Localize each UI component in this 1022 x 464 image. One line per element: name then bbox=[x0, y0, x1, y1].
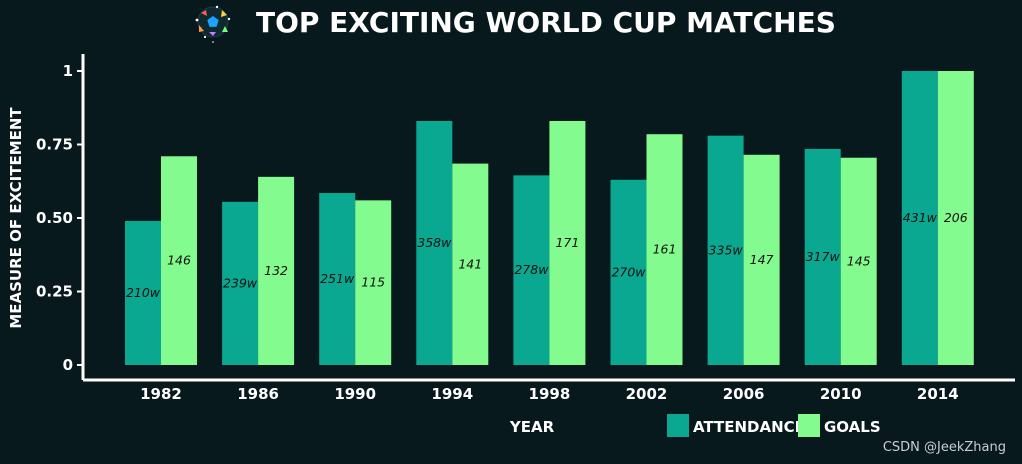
bar-attendance-1990 bbox=[319, 193, 356, 365]
data-label-goals-2014: 206 bbox=[944, 210, 968, 225]
legend-swatch-goals bbox=[798, 414, 820, 437]
x-tick-label: 1994 bbox=[431, 385, 473, 403]
data-label-goals-2002: 161 bbox=[653, 242, 677, 257]
chart-title: TOP EXCITING WORLD CUP MATCHES bbox=[256, 6, 836, 39]
data-label-attendance-2010: 317w bbox=[806, 249, 841, 264]
data-label-goals-1998: 171 bbox=[555, 235, 579, 250]
bar-goals-2014 bbox=[937, 71, 974, 365]
data-label-goals-1994: 141 bbox=[458, 256, 482, 271]
x-tick-label: 1982 bbox=[140, 385, 182, 403]
data-label-attendance-1986: 239w bbox=[223, 275, 258, 290]
data-label-goals-1986: 132 bbox=[264, 263, 288, 278]
bar-goals-1994 bbox=[452, 163, 489, 365]
bar-attendance-1982 bbox=[125, 220, 161, 365]
y-ticks: 0 0.25 0.50 0.75 1 bbox=[36, 62, 83, 374]
legend-label-attendance: ATTENDANCE bbox=[693, 418, 805, 436]
data-label-goals-1982: 146 bbox=[167, 253, 191, 268]
x-tick-label: 1990 bbox=[334, 385, 376, 403]
data-label-attendance-1982: 210w bbox=[126, 285, 161, 300]
data-label-attendance-2014: 431w bbox=[903, 210, 938, 225]
legend-swatch-attendance bbox=[667, 414, 689, 437]
bar-attendance-1986 bbox=[222, 201, 259, 365]
bar-goals-1990 bbox=[355, 200, 392, 365]
x-tick-label: 2010 bbox=[820, 385, 862, 403]
y-tick-label: 0.50 bbox=[36, 209, 73, 227]
bars bbox=[125, 71, 974, 365]
y-tick-label: 0 bbox=[63, 356, 73, 374]
bar-attendance-1998 bbox=[513, 175, 550, 365]
data-label-attendance-1998: 278w bbox=[514, 262, 549, 277]
bar-attendance-1994 bbox=[416, 120, 453, 365]
bar-goals-1998 bbox=[549, 120, 586, 365]
y-tick-label: 1 bbox=[63, 62, 73, 80]
x-tick-label: 2006 bbox=[723, 385, 765, 403]
bar-attendance-2010 bbox=[804, 148, 841, 365]
x-tick-label: 1998 bbox=[529, 385, 571, 403]
bar-attendance-2014 bbox=[901, 71, 938, 365]
x-ticks: 1982 1986 1990 1994 1998 2002 2006 2010 2014 bbox=[140, 385, 959, 403]
y-axis-label: MEASURE OF EXCITEMENT bbox=[7, 107, 25, 329]
watermark: CSDN @JeekZhang bbox=[883, 440, 1006, 455]
bar-labels: 210w 239w 251w 358w 278w 270w 335w 317w 431w 146 1… bbox=[126, 210, 968, 300]
bar-goals-1982 bbox=[161, 156, 197, 365]
data-label-attendance-1994: 358w bbox=[417, 235, 452, 250]
bar-goals-2002 bbox=[646, 134, 683, 365]
data-label-attendance-1990: 251w bbox=[320, 271, 355, 286]
y-tick-label: 0.25 bbox=[36, 283, 73, 301]
bar-attendance-2006 bbox=[707, 135, 744, 365]
data-label-goals-2006: 147 bbox=[750, 252, 774, 267]
bar-goals-2006 bbox=[743, 154, 780, 365]
data-label-goals-2010: 145 bbox=[847, 253, 871, 268]
x-axis-label: YEAR bbox=[509, 418, 555, 436]
x-tick-label: 2014 bbox=[917, 385, 959, 403]
data-label-attendance-2006: 335w bbox=[709, 242, 744, 257]
bar-goals-1986 bbox=[258, 176, 295, 365]
legend-label-goals: GOALS bbox=[824, 418, 881, 436]
bar-goals-2010 bbox=[840, 157, 877, 365]
data-label-attendance-2002: 270w bbox=[611, 264, 646, 279]
y-tick-label: 0.75 bbox=[36, 136, 73, 154]
data-label-goals-1990: 115 bbox=[361, 275, 385, 290]
x-tick-label: 2002 bbox=[626, 385, 668, 403]
bar-attendance-2002 bbox=[610, 179, 647, 365]
x-tick-label: 1986 bbox=[237, 385, 279, 403]
legend: ATTENDANCE GOALS bbox=[667, 414, 881, 437]
world-cup-ball-logo bbox=[195, 5, 231, 43]
